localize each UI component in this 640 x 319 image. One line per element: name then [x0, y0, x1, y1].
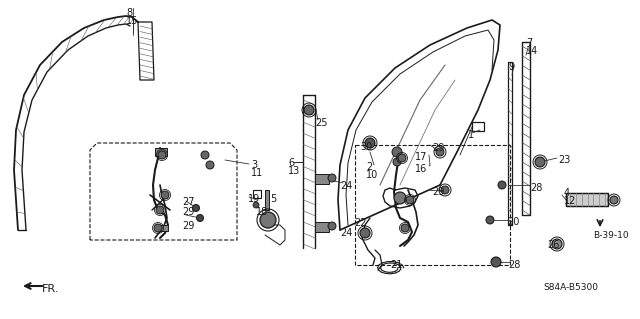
Text: 16: 16 [415, 164, 428, 174]
Text: 24: 24 [340, 181, 353, 191]
Circle shape [154, 224, 162, 232]
Text: 17: 17 [415, 152, 428, 162]
Circle shape [196, 214, 204, 221]
Text: 8: 8 [126, 8, 132, 18]
Text: 6: 6 [288, 158, 294, 168]
Circle shape [486, 216, 494, 224]
Bar [566, 193, 608, 206]
Text: 5: 5 [270, 194, 276, 204]
Circle shape [253, 202, 259, 208]
Text: 1: 1 [468, 130, 474, 140]
Circle shape [398, 154, 406, 162]
Circle shape [156, 206, 164, 214]
Text: 13: 13 [288, 166, 300, 176]
Circle shape [535, 157, 545, 167]
Circle shape [201, 151, 209, 159]
Circle shape [328, 174, 336, 182]
Circle shape [498, 181, 506, 189]
Text: 7: 7 [526, 38, 532, 48]
Circle shape [393, 158, 401, 166]
Text: 4: 4 [564, 188, 570, 198]
Circle shape [401, 224, 409, 232]
Text: 15: 15 [126, 16, 138, 26]
Text: 28: 28 [508, 260, 520, 270]
Circle shape [441, 186, 449, 194]
Text: 29: 29 [182, 221, 195, 231]
Bar [355, 145, 510, 265]
Text: S84A-B5300: S84A-B5300 [543, 283, 598, 292]
Bar [265, 190, 269, 210]
Text: 11: 11 [251, 168, 263, 178]
Circle shape [365, 138, 375, 148]
Bar [155, 148, 167, 156]
Circle shape [193, 204, 200, 211]
Bar [315, 174, 329, 184]
Circle shape [436, 148, 444, 156]
Bar [158, 225, 168, 231]
Text: 29: 29 [182, 207, 195, 217]
Text: 21: 21 [390, 260, 403, 270]
Circle shape [304, 105, 314, 115]
Circle shape [392, 147, 402, 157]
Text: B-39-10: B-39-10 [593, 231, 628, 240]
Circle shape [161, 191, 169, 199]
Text: 14: 14 [526, 46, 538, 56]
Bar [472, 122, 484, 131]
Text: 30: 30 [360, 142, 372, 152]
Text: 26: 26 [547, 240, 559, 250]
Text: 28: 28 [530, 183, 542, 193]
Text: 9: 9 [508, 62, 514, 72]
Text: 3: 3 [251, 160, 257, 170]
Text: 18: 18 [256, 207, 268, 217]
Bar [315, 222, 329, 232]
Circle shape [394, 192, 406, 204]
Circle shape [260, 212, 276, 228]
Text: 27: 27 [182, 197, 195, 207]
Text: 29: 29 [432, 143, 444, 153]
Text: 29: 29 [432, 187, 444, 197]
Text: FR.: FR. [42, 284, 60, 294]
Text: 23: 23 [558, 155, 570, 165]
Circle shape [360, 228, 370, 238]
Circle shape [406, 196, 414, 204]
Text: 25: 25 [315, 118, 328, 128]
Circle shape [491, 257, 501, 267]
Text: 22: 22 [354, 218, 367, 228]
Text: 24: 24 [340, 228, 353, 238]
Text: 12: 12 [564, 196, 577, 206]
Text: 10: 10 [366, 170, 378, 180]
Text: 20: 20 [507, 217, 520, 227]
Text: 19: 19 [248, 194, 260, 204]
Circle shape [328, 222, 336, 230]
Bar [253, 190, 261, 198]
Bar [566, 193, 608, 206]
Circle shape [158, 151, 166, 159]
Text: 2: 2 [366, 162, 372, 172]
Circle shape [610, 196, 618, 204]
Circle shape [552, 239, 562, 249]
Circle shape [206, 161, 214, 169]
